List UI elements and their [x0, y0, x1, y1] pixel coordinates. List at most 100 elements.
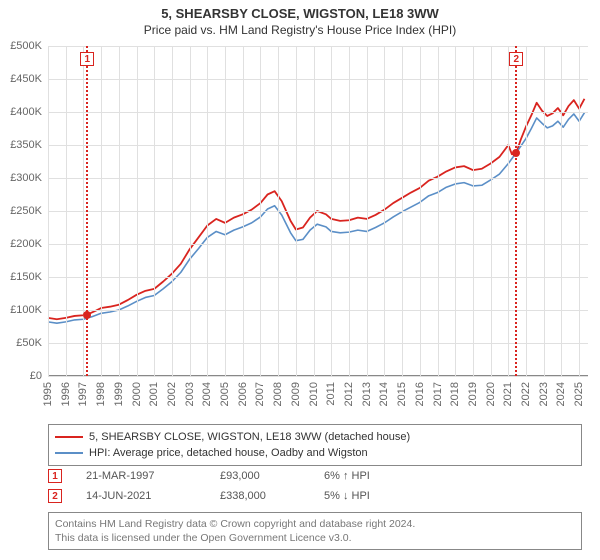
attribution: Contains HM Land Registry data © Crown c…	[48, 512, 582, 550]
legend-item: 5, SHEARSBY CLOSE, WIGSTON, LE18 3WW (de…	[55, 429, 575, 445]
legend-label: HPI: Average price, detached house, Oadb…	[89, 447, 368, 459]
x-tick-label: 2020	[485, 382, 497, 406]
y-tick-label: £300K	[10, 172, 42, 184]
gridline-v	[119, 46, 120, 376]
x-tick-label: 2019	[467, 382, 479, 406]
x-tick-label: 1998	[95, 382, 107, 406]
gridline-v	[101, 46, 102, 376]
gridline-v	[207, 46, 208, 376]
gridline-v	[190, 46, 191, 376]
gridline-v	[331, 46, 332, 376]
gridline-v	[491, 46, 492, 376]
sales-list: 1 21-MAR-1997 £93,000 6% ↑ HPI 2 14-JUN-2021 £…	[48, 466, 582, 506]
x-tick-label: 2015	[396, 382, 408, 406]
y-tick-label: £150K	[10, 271, 42, 283]
gridline-v	[154, 46, 155, 376]
event-line	[515, 46, 517, 376]
x-axis: 1995199619971998199920002001200220032004…	[48, 380, 588, 430]
sale-date: 14-JUN-2021	[86, 490, 196, 502]
legend-swatch	[55, 436, 83, 438]
gridline-v	[260, 46, 261, 376]
gridline-v	[83, 46, 84, 376]
x-tick-label: 2022	[520, 382, 532, 406]
gridline-v	[66, 46, 67, 376]
y-tick-label: £400K	[10, 106, 42, 118]
x-tick-label: 2011	[325, 382, 337, 406]
attribution-line-1: Contains HM Land Registry data © Crown c…	[55, 517, 575, 531]
legend-swatch	[55, 452, 83, 454]
gridline-h	[48, 46, 588, 47]
sale-price: £338,000	[220, 490, 300, 502]
gridline-h	[48, 145, 588, 146]
gridline-v	[367, 46, 368, 376]
x-tick-label: 2025	[573, 382, 585, 406]
x-tick-label: 2014	[378, 382, 390, 406]
sale-row: 1 21-MAR-1997 £93,000 6% ↑ HPI	[48, 466, 582, 486]
gridline-h	[48, 112, 588, 113]
sale-row: 214-JUN-2021£338,0005% ↓ HPI	[48, 486, 582, 506]
y-axis: £0£50K£100K£150K£200K£250K£300K£350K£400…	[0, 46, 46, 376]
sale-date: 21-MAR-1997	[86, 470, 196, 482]
sale-dot	[83, 311, 91, 319]
x-tick-label: 2010	[308, 382, 320, 406]
x-tick-label: 2001	[148, 382, 160, 406]
gridline-h	[48, 343, 588, 344]
gridline-h	[48, 178, 588, 179]
legend-item: HPI: Average price, detached house, Oadb…	[55, 445, 575, 461]
x-tick-label: 2012	[343, 382, 355, 406]
x-tick-label: 2004	[201, 382, 213, 406]
chart-title: 5, SHEARSBY CLOSE, WIGSTON, LE18 3WW	[0, 0, 600, 21]
gridline-v	[526, 46, 527, 376]
x-tick-label: 2008	[272, 382, 284, 406]
y-tick-label: £50K	[16, 337, 42, 349]
gridline-v	[243, 46, 244, 376]
gridline-v	[473, 46, 474, 376]
x-tick-label: 1999	[113, 382, 125, 406]
sale-price: £93,000	[220, 470, 300, 482]
gridline-h	[48, 244, 588, 245]
gridline-v	[561, 46, 562, 376]
x-tick-label: 2021	[502, 382, 514, 406]
gridline-v	[48, 46, 49, 376]
gridline-h	[48, 277, 588, 278]
x-tick-label: 2000	[131, 382, 143, 406]
y-tick-label: £250K	[10, 205, 42, 217]
x-tick-label: 1995	[42, 382, 54, 406]
x-tick-label: 2023	[538, 382, 550, 406]
x-tick-label: 1996	[60, 382, 72, 406]
gridline-h	[48, 310, 588, 311]
y-tick-label: £500K	[10, 40, 42, 52]
x-tick-label: 2018	[449, 382, 461, 406]
gridline-v	[314, 46, 315, 376]
x-tick-label: 2002	[166, 382, 178, 406]
gridline-v	[172, 46, 173, 376]
gridline-v	[508, 46, 509, 376]
legend: 5, SHEARSBY CLOSE, WIGSTON, LE18 3WW (de…	[48, 424, 582, 466]
gridline-h	[48, 79, 588, 80]
sale-marker-box: 2	[48, 489, 62, 503]
y-tick-label: £450K	[10, 73, 42, 85]
x-tick-label: 2005	[219, 382, 231, 406]
x-tick-label: 2017	[432, 382, 444, 406]
gridline-v	[455, 46, 456, 376]
x-tick-label: 2013	[361, 382, 373, 406]
legend-label: 5, SHEARSBY CLOSE, WIGSTON, LE18 3WW (de…	[89, 431, 410, 443]
x-tick-label: 2009	[290, 382, 302, 406]
gridline-v	[278, 46, 279, 376]
x-tick-label: 2007	[254, 382, 266, 406]
event-line	[86, 46, 88, 376]
x-tick-label: 2006	[237, 382, 249, 406]
sale-delta: 6% ↑ HPI	[324, 470, 370, 482]
y-tick-label: £350K	[10, 139, 42, 151]
gridline-h	[48, 376, 588, 377]
gridline-v	[137, 46, 138, 376]
sale-marker-box: 1	[48, 469, 62, 483]
y-tick-label: £100K	[10, 304, 42, 316]
gridline-v	[402, 46, 403, 376]
chart-subtitle: Price paid vs. HM Land Registry's House …	[0, 21, 600, 41]
gridline-v	[225, 46, 226, 376]
gridline-v	[438, 46, 439, 376]
event-marker-box: 1	[80, 52, 94, 66]
attribution-line-2: This data is licensed under the Open Gov…	[55, 531, 575, 545]
x-tick-label: 2016	[414, 382, 426, 406]
